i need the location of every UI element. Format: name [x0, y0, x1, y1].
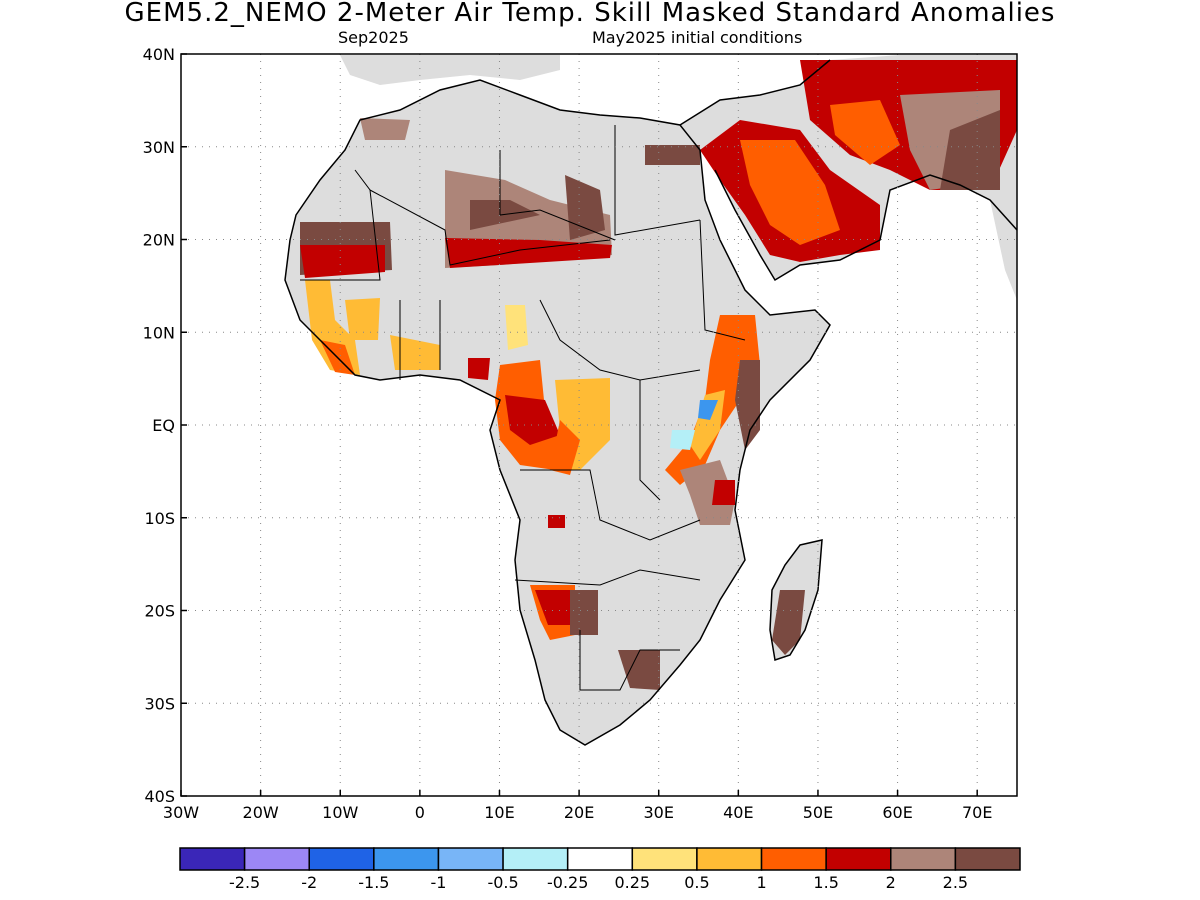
colorbar-swatch [243, 847, 310, 871]
map-title: GEM5.2_NEMO 2-Meter Air Temp. Skill Mask… [124, 0, 1056, 28]
lon-tick-label: 60E [882, 803, 912, 822]
colorbar-label: -1.5 [358, 873, 389, 892]
lat-tick-label: 40S [144, 787, 175, 806]
colorbar-label: 2 [886, 873, 896, 892]
colorbar-label: 1.5 [813, 873, 838, 892]
longitude-axis: 30W 20W 10W 0 10E 20E 30E 40E 50E 60E 70E [163, 790, 992, 822]
lat-tick-label: 20S [144, 602, 175, 621]
colorbar-swatch [566, 847, 634, 871]
lon-tick-label: 20E [564, 803, 594, 822]
colorbar-swatch [373, 847, 440, 871]
lon-tick-label: 10E [484, 803, 514, 822]
valid-month: Sep2025 [338, 28, 409, 47]
lat-tick-label: 10N [143, 323, 175, 342]
colorbar-label: 0.25 [614, 873, 650, 892]
colorbar-label: -2.5 [229, 873, 260, 892]
colorbar: -2.5 -2 -1.5 -1 -0.5 -0.25 0.25 0.5 1 1.5 2 2.5 [179, 847, 1021, 892]
coastlines [284, 59, 1017, 746]
colorbar-swatch [696, 847, 763, 871]
colorbar-swatch [825, 847, 892, 871]
lon-tick-label: 0 [415, 803, 425, 822]
colorbar-label: -1 [430, 873, 446, 892]
colorbar-label: -0.5 [487, 873, 518, 892]
colorbar-label: -2 [301, 873, 317, 892]
lat-tick-label: 40N [143, 45, 175, 64]
lon-tick-label: 40E [723, 803, 753, 822]
lon-tick-label: 20W [243, 803, 279, 822]
colorbar-swatch [179, 847, 246, 871]
colorbar-swatch [890, 847, 957, 871]
colorbar-swatch [437, 847, 504, 871]
lat-tick-label: EQ [152, 416, 175, 435]
graticule [181, 54, 1017, 796]
lon-tick-label: 10W [322, 803, 358, 822]
lat-tick-label: 10S [144, 509, 175, 528]
colorbar-label: 2.5 [943, 873, 968, 892]
colorbar-swatch [760, 847, 827, 871]
colorbar-label: 1 [756, 873, 766, 892]
colorbar-swatch [954, 847, 1021, 871]
latitude-axis: 40N 30N 20N 10N EQ 10S 20S 30S 40S [143, 45, 187, 806]
colorbar-label: -0.25 [547, 873, 588, 892]
lat-tick-label: 30N [143, 138, 175, 157]
colorbar-swatch [631, 847, 698, 871]
lon-tick-label: 30W [163, 803, 199, 822]
lat-tick-label: 20N [143, 231, 175, 250]
initial-conditions: May2025 initial conditions [592, 28, 803, 47]
lon-tick-label: 30E [643, 803, 673, 822]
colorbar-swatch [308, 847, 375, 871]
colorbar-label: 0.5 [684, 873, 709, 892]
lon-tick-label: 70E [962, 803, 992, 822]
lat-tick-label: 30S [144, 694, 175, 713]
country-borders [300, 125, 746, 691]
colorbar-swatch [502, 847, 569, 871]
lon-tick-label: 50E [803, 803, 833, 822]
anomaly-patches [300, 60, 1017, 690]
